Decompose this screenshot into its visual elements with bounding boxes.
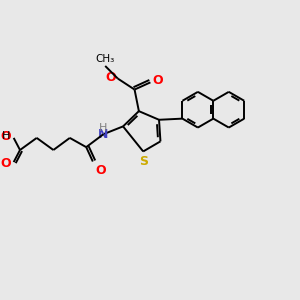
- Text: O: O: [1, 130, 11, 143]
- Text: H: H: [99, 123, 107, 133]
- Text: S: S: [139, 155, 148, 168]
- Text: H: H: [2, 130, 10, 141]
- Text: O: O: [96, 164, 106, 177]
- Text: O: O: [153, 74, 163, 87]
- Text: N: N: [98, 128, 109, 141]
- Text: CH₃: CH₃: [96, 54, 115, 64]
- Text: O: O: [106, 71, 116, 84]
- Text: O: O: [1, 157, 11, 170]
